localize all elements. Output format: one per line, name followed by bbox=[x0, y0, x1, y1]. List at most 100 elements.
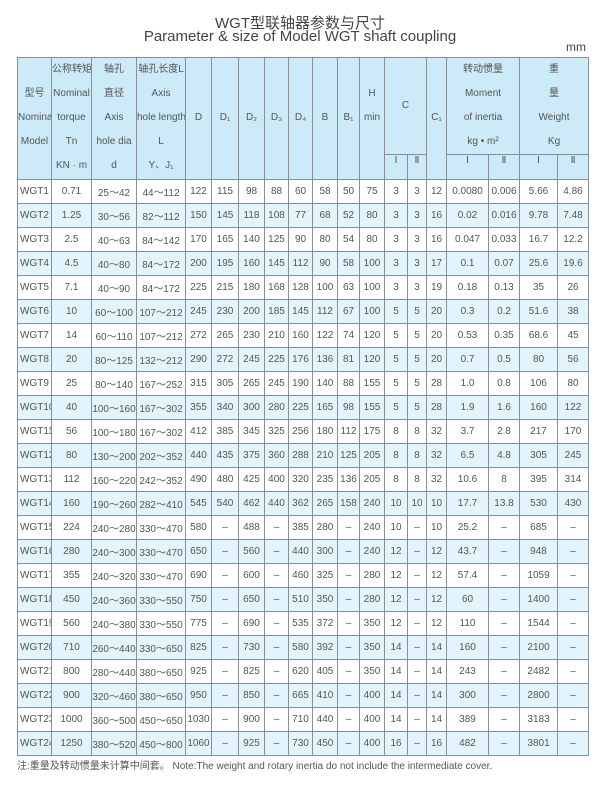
header-d1-line bbox=[213, 59, 238, 83]
value-cell: – bbox=[337, 563, 360, 588]
header-d-line: D bbox=[194, 112, 203, 123]
value-cell: 88 bbox=[264, 179, 289, 204]
header-dia-line: 直径 bbox=[104, 88, 124, 99]
value-cell: 280 bbox=[264, 395, 289, 420]
table-row: WGT9 25 80～140 167～252 315 305 265 245 190 140 88 1… bbox=[17, 371, 590, 396]
table-row: WGT3 2.5 40～63 84～142 170 165 140 125 90 80 54 80 3 3… bbox=[17, 227, 590, 252]
value-cell: 16 bbox=[426, 731, 448, 756]
value-cell: 0.07 bbox=[488, 251, 521, 276]
value-cell: 50 bbox=[337, 179, 360, 204]
value-cell: 155 bbox=[359, 371, 385, 396]
value-cell: 305 bbox=[211, 371, 239, 396]
value-cell: 200 bbox=[185, 251, 212, 276]
value-cell: 16 bbox=[426, 203, 448, 228]
value-cell: 730 bbox=[238, 635, 265, 660]
value-cell: 160 bbox=[288, 323, 313, 348]
value-cell: 51.6 bbox=[519, 299, 559, 324]
value-cell: 280 bbox=[312, 515, 338, 540]
value-cell: 12 bbox=[384, 611, 408, 636]
value-cell: 5 bbox=[406, 395, 428, 420]
value-cell: 5 bbox=[406, 299, 428, 324]
value-cell: 20 bbox=[426, 299, 448, 324]
header-weight-line: 量 bbox=[549, 88, 560, 99]
header-b-line bbox=[314, 130, 337, 154]
value-cell: – bbox=[337, 539, 360, 564]
value-cell: – bbox=[337, 731, 360, 756]
value-cell: 145 bbox=[288, 299, 313, 324]
value-cell: 290 bbox=[185, 347, 212, 372]
value-cell: – bbox=[264, 635, 289, 660]
value-cell: 440 bbox=[288, 539, 313, 564]
value-cell: 330～550 bbox=[136, 587, 186, 612]
value-cell: 2482 bbox=[519, 659, 559, 684]
model-cell: WGT22 bbox=[17, 683, 52, 708]
value-cell: 825 bbox=[238, 659, 265, 684]
value-cell: 75 bbox=[359, 179, 385, 204]
value-cell: 2800 bbox=[519, 683, 559, 708]
value-cell: 510 bbox=[288, 587, 313, 612]
header-d3-line: D₃ bbox=[270, 112, 283, 123]
value-cell: 4.8 bbox=[488, 443, 521, 468]
value-cell: – bbox=[488, 635, 521, 660]
value-cell: 0.0080 bbox=[446, 179, 490, 204]
value-cell: 3 bbox=[406, 227, 428, 252]
value-cell: 32 bbox=[426, 467, 448, 492]
value-cell: – bbox=[406, 515, 428, 540]
value-cell: 205 bbox=[359, 443, 385, 468]
value-cell: 2100 bbox=[519, 635, 559, 660]
table-row: WGT4 4.5 40～80 84～172 200 195 160 145 112 90 58 100… bbox=[17, 251, 590, 276]
header-c1-line: C₁ bbox=[431, 112, 442, 123]
value-cell: 5 bbox=[384, 347, 408, 372]
value-cell: 690 bbox=[238, 611, 265, 636]
value-cell: 325 bbox=[312, 563, 338, 588]
value-cell: 60～110 bbox=[91, 323, 137, 348]
value-cell: 30～56 bbox=[91, 203, 137, 228]
value-cell: 950 bbox=[185, 683, 212, 708]
value-cell: 40～80 bbox=[91, 251, 137, 276]
value-cell: 5 bbox=[406, 323, 428, 348]
value-cell: 12 bbox=[426, 587, 448, 612]
value-cell: 170 bbox=[185, 227, 212, 252]
header-d4-line: D₄ bbox=[294, 112, 307, 123]
header-subcolumn: Ⅰ bbox=[519, 154, 559, 180]
model-cell: WGT12 bbox=[17, 443, 52, 468]
value-cell: 132～212 bbox=[136, 347, 186, 372]
value-cell: 240～320 bbox=[91, 563, 137, 588]
value-cell: 100～180 bbox=[91, 419, 137, 444]
value-cell: 7.1 bbox=[51, 275, 92, 300]
value-cell: 16.7 bbox=[519, 227, 559, 252]
header-c1-line bbox=[428, 59, 446, 83]
value-cell: 389 bbox=[446, 707, 490, 732]
header-length: 轴孔长度L Axis hole length L Y、J₁ bbox=[136, 57, 186, 180]
value-cell: 14 bbox=[426, 683, 448, 708]
value-cell: 100～160 bbox=[91, 395, 137, 420]
table-row: WGT16 280 240～300 330～470 650–560–440 300–240… bbox=[17, 539, 590, 564]
value-cell: 3801 bbox=[519, 731, 559, 756]
model-cell: WGT19 bbox=[17, 611, 52, 636]
model-cell: WGT10 bbox=[17, 395, 52, 420]
value-cell: 160 bbox=[446, 635, 490, 660]
value-cell: 80 bbox=[359, 227, 385, 252]
value-cell: 3.7 bbox=[446, 419, 490, 444]
value-cell: 80～125 bbox=[91, 347, 137, 372]
value-cell: 57.4 bbox=[446, 563, 490, 588]
value-cell: 10 bbox=[51, 299, 92, 324]
header-dia-line: d bbox=[111, 160, 117, 171]
value-cell: 25 bbox=[51, 371, 92, 396]
value-cell: 650 bbox=[238, 587, 265, 612]
value-cell: 32 bbox=[426, 443, 448, 468]
value-cell: 360～500 bbox=[91, 707, 137, 732]
header-subcolumn: Ⅰ bbox=[384, 154, 408, 180]
value-cell: 435 bbox=[211, 443, 239, 468]
value-cell: 100 bbox=[359, 275, 385, 300]
value-cell: 12 bbox=[384, 563, 408, 588]
value-cell: 440 bbox=[264, 491, 289, 516]
header-model-line: Nominal bbox=[18, 112, 52, 123]
header-h-line bbox=[361, 130, 384, 154]
value-cell: 240 bbox=[359, 539, 385, 564]
value-cell: 98 bbox=[337, 395, 360, 420]
value-cell: 0.2 bbox=[488, 299, 521, 324]
value-cell: 300 bbox=[238, 395, 265, 420]
value-cell: 280 bbox=[359, 563, 385, 588]
value-cell: 440 bbox=[185, 443, 212, 468]
